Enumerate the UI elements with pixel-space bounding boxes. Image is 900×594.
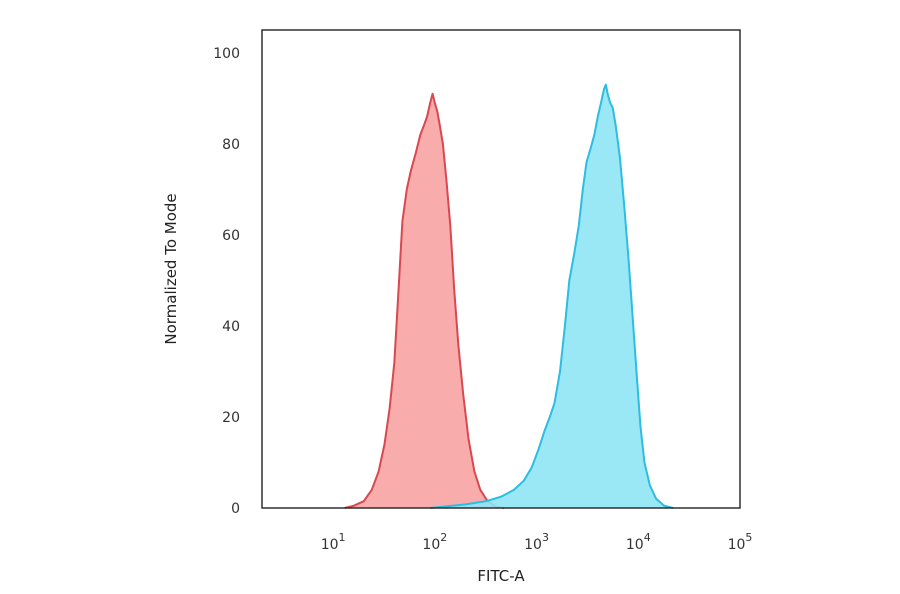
y-tick-labels: 0 20 40 60 80 100 <box>213 46 240 517</box>
x-tick-label: 102 <box>422 531 447 553</box>
x-tick-label: 104 <box>626 531 651 553</box>
x-axis-label: FITC-A <box>477 567 525 585</box>
y-tick-label: 80 <box>222 137 240 153</box>
x-tick-label: 101 <box>321 531 346 553</box>
plot-frame <box>261 29 741 509</box>
y-tick-label: 100 <box>213 46 240 62</box>
y-axis-label: Normalized To Mode <box>162 193 180 344</box>
y-tick-label: 60 <box>222 228 240 244</box>
y-tick-label: 20 <box>222 410 240 426</box>
series-1-outline <box>344 92 505 509</box>
series-1-area <box>344 93 505 508</box>
series-2-area <box>430 84 674 508</box>
y-tick-label: 0 <box>231 501 240 517</box>
x-tick-labels: 101 102 103 104 105 <box>321 531 753 553</box>
x-tick-label: 103 <box>524 531 549 553</box>
series-layer <box>344 83 674 509</box>
y-tick-label: 40 <box>222 319 240 335</box>
series-2-outline <box>430 83 674 509</box>
x-tick-label: 105 <box>728 531 753 553</box>
